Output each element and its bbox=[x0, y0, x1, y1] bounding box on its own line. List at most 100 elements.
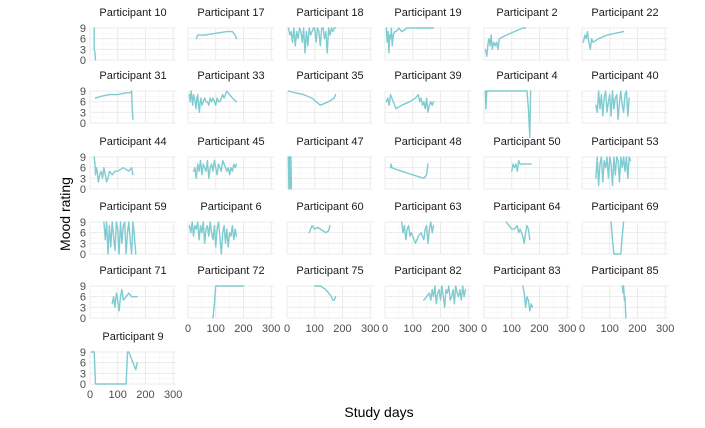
x-tick-label: 300 bbox=[361, 323, 379, 335]
series-line bbox=[595, 156, 632, 187]
y-tick-label: 3 bbox=[80, 368, 86, 380]
x-tick-label: 100 bbox=[207, 323, 225, 335]
facet-strip-label: Participant 22 bbox=[591, 7, 658, 19]
facet-panel: Participant 22 bbox=[581, 7, 668, 61]
facet-panel: Participant 4 bbox=[483, 70, 570, 138]
facet-panel: Participant 35 bbox=[286, 70, 373, 124]
series-line bbox=[188, 90, 238, 114]
series-line bbox=[314, 285, 337, 301]
series-line bbox=[103, 221, 137, 255]
facet-strip-label: Participant 10 bbox=[99, 7, 166, 19]
series-line bbox=[505, 221, 531, 245]
x-tick-label: 0 bbox=[185, 323, 191, 335]
y-tick-label: 9 bbox=[80, 86, 86, 98]
facet-strip-label: Participant 6 bbox=[200, 201, 261, 213]
series-line bbox=[385, 93, 435, 114]
facet-strip-label: Participant 82 bbox=[394, 265, 461, 277]
series-line bbox=[93, 156, 134, 183]
y-tick-label: 3 bbox=[80, 173, 86, 185]
facet-strip-label: Participant 19 bbox=[394, 7, 461, 19]
y-tick-label: 0 bbox=[80, 55, 86, 67]
series-line bbox=[423, 285, 467, 308]
y-tick-label: 6 bbox=[80, 228, 86, 240]
facet-panel: Participant 2 bbox=[483, 7, 570, 61]
y-tick-label: 0 bbox=[80, 379, 86, 391]
series-line bbox=[484, 27, 527, 58]
facet-panel: Participant 40 bbox=[581, 70, 668, 124]
facet-strip-label: Participant 35 bbox=[296, 70, 363, 82]
x-tick-label: 300 bbox=[164, 389, 182, 401]
x-axis-title: Study days bbox=[344, 404, 413, 420]
facet-panel: Participant 72 0 100 200 300 bbox=[185, 265, 280, 335]
x-tick-label: 100 bbox=[601, 323, 619, 335]
facet-strip-label: Participant 63 bbox=[394, 201, 461, 213]
series-line bbox=[287, 156, 293, 190]
y-axis-title: Mood rating bbox=[57, 177, 73, 251]
facet-strip-label: Participant 4 bbox=[496, 70, 557, 82]
series-line bbox=[195, 30, 238, 40]
y-tick-label: 6 bbox=[80, 292, 86, 304]
x-tick-label: 200 bbox=[530, 323, 548, 335]
x-tick-label: 100 bbox=[306, 323, 324, 335]
facet-strip-label: Participant 47 bbox=[296, 136, 363, 148]
facet-panel: Participant 45 bbox=[187, 136, 274, 190]
x-tick-label: 300 bbox=[262, 323, 280, 335]
series-line bbox=[287, 90, 337, 106]
facet-strip-label: Participant 2 bbox=[496, 7, 557, 19]
facet-strip-label: Participant 48 bbox=[394, 136, 461, 148]
facet-strip-label: Participant 50 bbox=[493, 136, 560, 148]
x-tick-label: 0 bbox=[284, 323, 290, 335]
series-line bbox=[595, 90, 630, 121]
facet-strip-label: Participant 72 bbox=[197, 265, 264, 277]
facet-strip-label: Participant 60 bbox=[296, 201, 363, 213]
facet-panel: Participant 47 bbox=[286, 136, 373, 190]
series-line bbox=[484, 90, 532, 138]
facet-strip-label: Participant 85 bbox=[591, 265, 658, 277]
y-tick-label: 0 bbox=[80, 313, 86, 325]
facet-strip-label: Participant 39 bbox=[394, 70, 461, 82]
facet-panel: Participant 64 bbox=[483, 201, 570, 255]
facet-strip-label: Participant 44 bbox=[99, 136, 166, 148]
facet-panel: Participant 60 bbox=[286, 201, 373, 255]
y-tick-label: 3 bbox=[80, 238, 86, 250]
x-tick-label: 200 bbox=[333, 323, 351, 335]
x-tick-label: 100 bbox=[404, 323, 422, 335]
y-tick-label: 6 bbox=[80, 97, 86, 109]
y-tick-label: 6 bbox=[80, 358, 86, 370]
facet-panel: Participant 33 bbox=[187, 70, 274, 124]
x-tick-label: 300 bbox=[459, 323, 477, 335]
facet-panel: Participant 48 bbox=[384, 136, 471, 190]
series-line bbox=[192, 159, 238, 180]
series-line bbox=[188, 221, 238, 255]
x-tick-label: 100 bbox=[109, 389, 127, 401]
series-line bbox=[308, 224, 331, 234]
y-tick-label: 3 bbox=[80, 44, 86, 56]
x-tick-label: 0 bbox=[87, 389, 93, 401]
facet-strip-label: Participant 75 bbox=[296, 265, 363, 277]
facet-strip-label: Participant 31 bbox=[99, 70, 166, 82]
y-tick-label: 3 bbox=[80, 107, 86, 119]
series-line bbox=[90, 351, 138, 385]
facet-strip-label: Participant 64 bbox=[493, 201, 560, 213]
facet-panel: Participant 19 bbox=[384, 7, 471, 61]
facet-panel: Participant 50 bbox=[483, 136, 570, 190]
series-line bbox=[610, 221, 625, 255]
facet-panel: Participant 18 bbox=[286, 7, 373, 61]
y-tick-label: 9 bbox=[80, 152, 86, 164]
series-line bbox=[511, 159, 532, 172]
series-line bbox=[385, 27, 435, 54]
x-tick-label: 0 bbox=[579, 323, 585, 335]
x-tick-label: 300 bbox=[558, 323, 576, 335]
facet-panel: Participant 69 bbox=[581, 201, 668, 255]
y-tick-label: 9 bbox=[80, 217, 86, 229]
facet-strip-label: Participant 59 bbox=[99, 201, 166, 213]
series-line bbox=[287, 27, 337, 54]
y-tick-label: 6 bbox=[80, 34, 86, 46]
series-line bbox=[621, 285, 627, 319]
y-tick-label: 0 bbox=[80, 184, 86, 196]
